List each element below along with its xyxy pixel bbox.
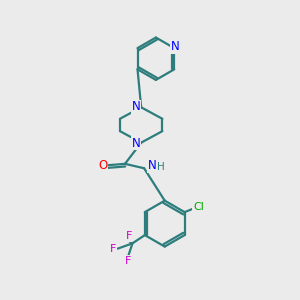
Text: N: N (131, 137, 140, 150)
Text: N: N (131, 100, 140, 113)
Text: Cl: Cl (193, 202, 204, 212)
Text: H: H (157, 162, 165, 172)
Text: F: F (110, 244, 116, 254)
Text: N: N (148, 159, 157, 172)
Text: N: N (170, 40, 179, 53)
Text: F: F (125, 256, 131, 266)
Text: F: F (125, 231, 132, 241)
Text: O: O (98, 159, 107, 172)
